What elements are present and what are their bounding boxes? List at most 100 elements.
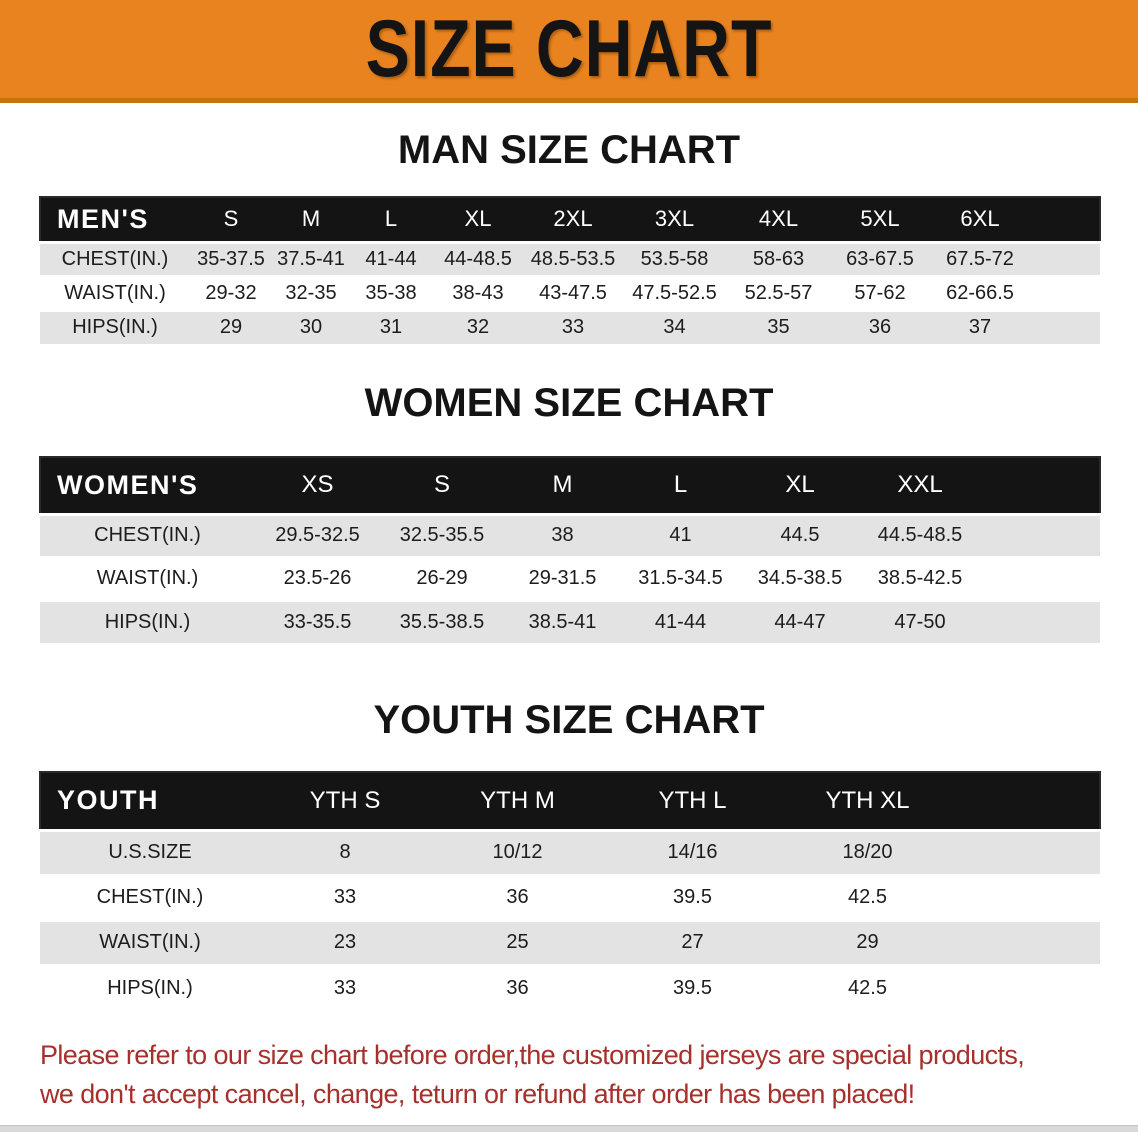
table-cell: 33 — [333, 886, 357, 908]
table-cell: 38.5-42.5 — [877, 567, 963, 589]
womens-chest-row: CHEST(IN.) 29.5-32.5 32.5-35.5 38 41 44.… — [40, 514, 1100, 557]
table-cell: 34 — [663, 316, 686, 339]
filler-cell — [980, 457, 1100, 514]
table-cell: 36 — [506, 886, 529, 908]
youth-section-heading: YOUTH SIZE CHART — [373, 698, 765, 742]
column-header-s: S — [433, 471, 450, 499]
table-cell: 42.5 — [848, 886, 887, 908]
womens-section-heading: WOMEN SIZE CHART — [364, 381, 774, 425]
table-cell: 41-44 — [365, 247, 417, 270]
womens-hips-row: HIPS(IN.) 33-35.5 35.5-38.5 38.5-41 41-4… — [40, 600, 1100, 643]
row-label: CHEST(IN.) — [94, 524, 201, 546]
table-cell: 33 — [561, 316, 585, 339]
table-cell: 23.5-26 — [283, 567, 352, 589]
table-cell: 29-32 — [205, 281, 257, 304]
filler-cell — [1030, 276, 1100, 310]
table-cell: 42.5 — [848, 976, 887, 999]
table-cell: 32-35 — [285, 281, 337, 304]
filler-cell — [955, 772, 1100, 830]
table-cell: 44.5 — [780, 524, 820, 546]
column-header-xl: XL — [785, 471, 815, 499]
column-header-yth-s: YTH S — [309, 786, 381, 814]
table-cell: 23 — [333, 931, 357, 953]
filler-cell — [955, 920, 1100, 965]
table-cell: 44-47 — [774, 610, 826, 633]
mens-section-heading: MAN SIZE CHART — [397, 128, 741, 172]
table-cell: 44.5-48.5 — [877, 524, 963, 546]
column-header-3xl: 3XL — [654, 206, 695, 232]
table-cell: 8 — [339, 841, 351, 863]
table-cell: 37.5-41 — [277, 247, 345, 270]
column-header-m: M — [552, 471, 573, 499]
table-cell: 44-48.5 — [444, 247, 512, 270]
mens-header-row: MEN'S S M L XL 2XL 3XL 4XL 5XL 6XL — [40, 197, 1100, 242]
row-label: CHEST(IN.) — [96, 886, 204, 908]
table-cell: 14/16 — [667, 841, 718, 863]
womens-header-row: WOMEN'S XS S M L XL XXL — [40, 457, 1100, 514]
table-cell: 26-29 — [416, 567, 468, 589]
table-cell: 30 — [299, 316, 323, 339]
filler-cell — [980, 514, 1100, 557]
youth-size-table: YOUTH YTH S YTH M YTH L YTH XL U.S.SIZE … — [39, 771, 1101, 1010]
table-cell: 10/12 — [492, 841, 543, 863]
table-cell: 38-43 — [452, 281, 504, 304]
row-label: WAIST(IN.) — [96, 567, 199, 589]
table-cell: 52.5-57 — [744, 281, 813, 304]
table-cell: 29-31.5 — [528, 567, 597, 589]
youth-hips-row: HIPS(IN.) 33 36 39.5 42.5 — [40, 965, 1100, 1010]
mens-hips-row: HIPS(IN.) 29 30 31 32 33 34 35 36 37 — [40, 310, 1100, 344]
table-cell: 29 — [856, 931, 879, 953]
filler-cell — [980, 600, 1100, 643]
row-label: HIPS(IN.) — [107, 976, 193, 999]
table-cell: 41-44 — [654, 610, 707, 633]
row-label: HIPS(IN.) — [72, 316, 158, 339]
table-cell: 53.5-58 — [640, 247, 709, 270]
filler-cell — [955, 830, 1100, 875]
column-header-yth-m: YTH M — [480, 786, 555, 814]
table-cell: 38 — [551, 524, 574, 546]
table-cell: 43-47.5 — [539, 281, 607, 304]
column-header-5xl: 5XL — [860, 206, 900, 232]
table-cell: 35.5-38.5 — [399, 610, 485, 633]
column-header-l: L — [673, 471, 688, 499]
column-header-4xl: 4XL — [758, 206, 799, 232]
table-cell: 48.5-53.5 — [530, 247, 616, 270]
column-header-xl: XL — [464, 206, 492, 232]
table-cell: 58-63 — [752, 247, 805, 270]
column-header-6xl: 6XL — [960, 206, 1000, 232]
table-cell: 38.5-41 — [528, 610, 597, 633]
table-cell: 47.5-52.5 — [632, 281, 717, 304]
table-cell: 31 — [379, 316, 403, 339]
table-cell: 62-66.5 — [946, 281, 1014, 304]
youth-header-row: YOUTH YTH S YTH M YTH L YTH XL — [40, 772, 1100, 830]
disclaimer-line-2: we don't accept cancel, change, teturn o… — [40, 1079, 915, 1109]
table-cell: 33 — [333, 976, 357, 999]
column-header-2xl: 2XL — [553, 206, 593, 232]
filler-cell — [980, 557, 1100, 600]
table-cell: 37 — [968, 316, 992, 339]
table-cell: 32 — [466, 316, 490, 339]
banner-title: SIZE CHART — [365, 4, 773, 94]
filler-cell — [1030, 310, 1100, 344]
table-cell: 67.5-72 — [946, 247, 1014, 270]
column-header-xs: XS — [301, 471, 334, 499]
column-header-yth-l: YTH L — [658, 786, 727, 814]
table-cell: 35-38 — [365, 281, 417, 304]
table-cell: 47-50 — [894, 610, 946, 633]
table-cell: 39.5 — [673, 976, 712, 999]
table-cell: 18/20 — [842, 841, 893, 863]
table-cell: 32.5-35.5 — [399, 524, 485, 546]
youth-ussize-row: U.S.SIZE 8 10/12 14/16 18/20 — [40, 830, 1100, 875]
table-cell: 35-37.5 — [197, 247, 265, 270]
filler-cell — [955, 965, 1100, 1010]
disclaimer: Please refer to our size chart before or… — [40, 1036, 1128, 1114]
table-cell: 34.5-38.5 — [757, 567, 843, 589]
womens-size-table: WOMEN'S XS S M L XL XXL CHEST(IN.) 29.5-… — [39, 456, 1101, 643]
column-header-m: M — [301, 206, 321, 232]
column-header-xxl: XXL — [897, 471, 943, 499]
filler-cell — [1030, 242, 1100, 276]
table-cell: 25 — [506, 931, 529, 953]
table-cell: 36 — [506, 976, 529, 999]
column-header-l: L — [384, 206, 398, 232]
womens-waist-row: WAIST(IN.) 23.5-26 26-29 29-31.5 31.5-34… — [40, 557, 1100, 600]
